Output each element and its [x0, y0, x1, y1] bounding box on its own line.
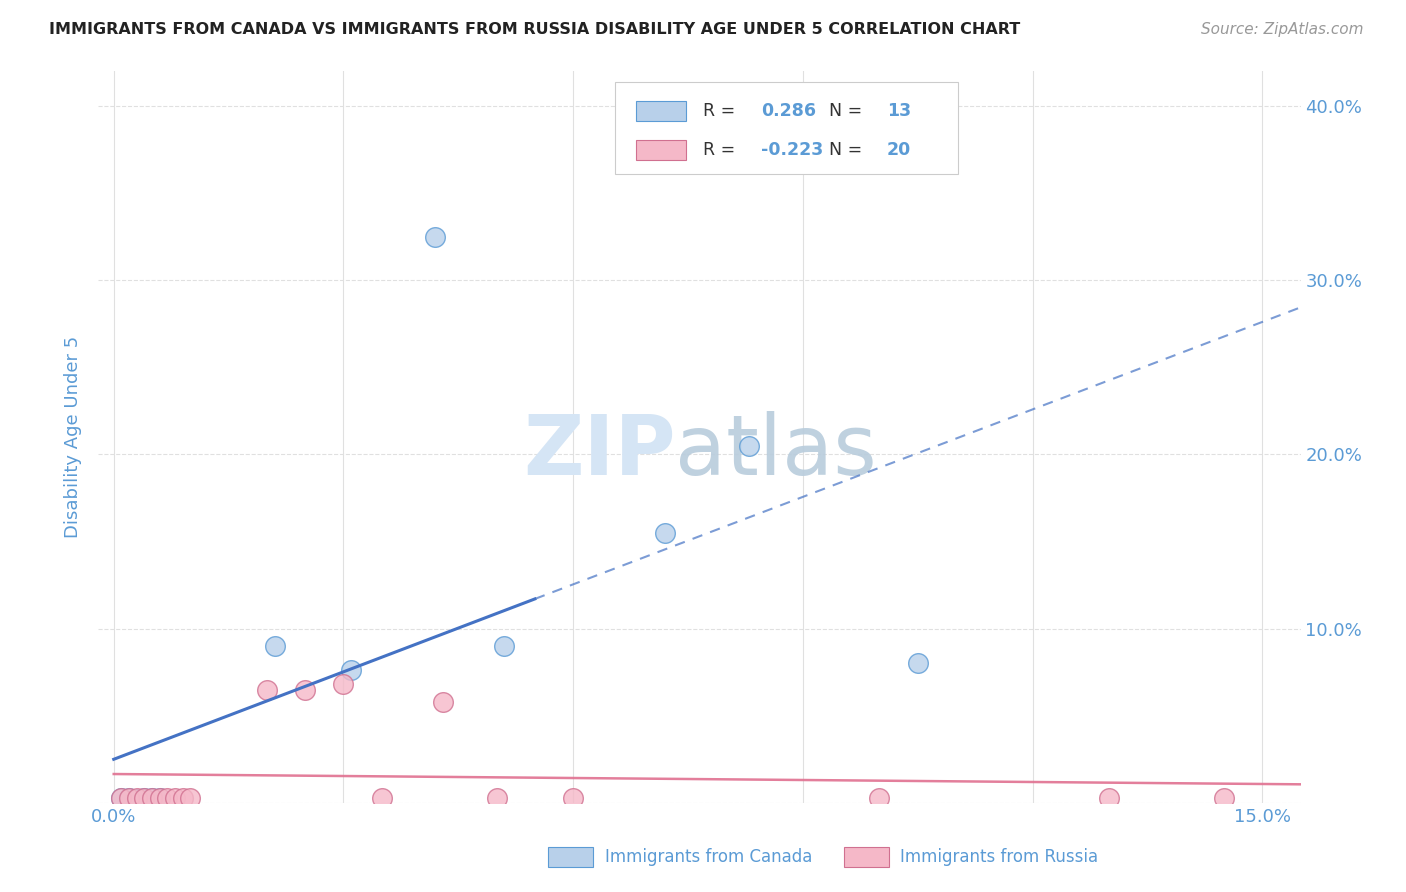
FancyBboxPatch shape [636, 101, 686, 121]
Point [118, 790, 141, 805]
Point [654, 525, 676, 540]
FancyBboxPatch shape [636, 139, 686, 160]
Point [141, 790, 163, 805]
Text: 20: 20 [887, 141, 911, 159]
Point [425, 229, 447, 244]
Point [125, 792, 148, 806]
Point [134, 790, 156, 805]
Point [294, 682, 316, 697]
Point [332, 677, 354, 691]
Text: R =: R = [703, 102, 747, 120]
Text: 0.286: 0.286 [761, 102, 815, 120]
Point [172, 790, 194, 805]
Point [907, 657, 929, 671]
Text: Immigrants from Canada: Immigrants from Canada [605, 848, 811, 866]
Point [340, 664, 363, 678]
Text: IMMIGRANTS FROM CANADA VS IMMIGRANTS FROM RUSSIA DISABILITY AGE UNDER 5 CORRELAT: IMMIGRANTS FROM CANADA VS IMMIGRANTS FRO… [49, 22, 1021, 37]
Point [432, 695, 454, 709]
Point [149, 790, 172, 805]
Point [118, 790, 141, 805]
FancyBboxPatch shape [616, 82, 957, 174]
Point [494, 639, 516, 653]
Point [485, 790, 508, 805]
Point [1098, 790, 1121, 805]
Point [738, 439, 761, 453]
Point [263, 639, 285, 653]
Point [163, 790, 186, 805]
Point [110, 790, 132, 805]
Text: 13: 13 [887, 102, 911, 120]
Point [110, 790, 132, 805]
Point [149, 790, 172, 805]
Point [141, 790, 163, 805]
Point [562, 790, 585, 805]
Point [125, 790, 148, 805]
Text: N =: N = [830, 141, 873, 159]
Text: R =: R = [703, 141, 747, 159]
Text: -0.223: -0.223 [761, 141, 823, 159]
Point [1213, 790, 1236, 805]
Point [370, 790, 392, 805]
Y-axis label: Disability Age Under 5: Disability Age Under 5 [65, 336, 83, 538]
Point [134, 790, 156, 805]
Point [156, 790, 179, 805]
Text: Immigrants from Russia: Immigrants from Russia [900, 848, 1098, 866]
Text: N =: N = [830, 102, 873, 120]
Point [179, 790, 201, 805]
Point [868, 790, 890, 805]
Text: Source: ZipAtlas.com: Source: ZipAtlas.com [1201, 22, 1364, 37]
Text: ZIP: ZIP [523, 411, 675, 492]
Point [256, 682, 278, 697]
Text: atlas: atlas [675, 411, 877, 492]
